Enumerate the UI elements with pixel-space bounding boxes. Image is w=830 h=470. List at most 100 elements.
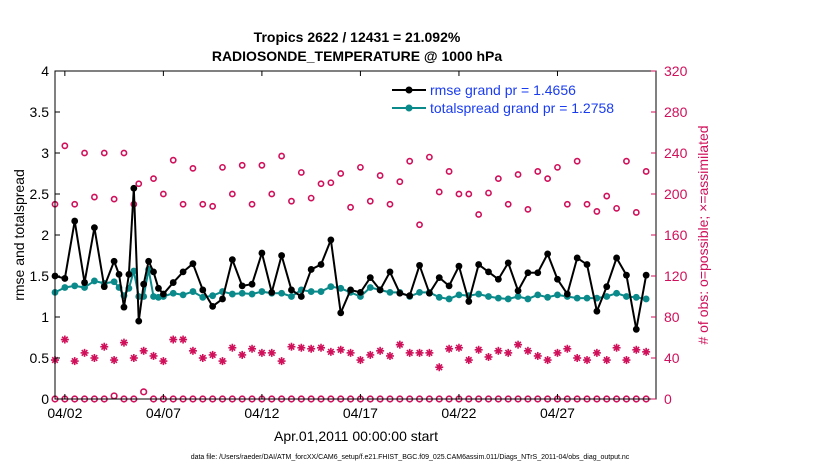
obs-assimilated-stroke — [524, 347, 532, 355]
left-y-tick-label: 3 — [41, 145, 49, 161]
rmse-point — [445, 282, 453, 290]
obs-possible-marker — [406, 157, 414, 165]
legend-spread-label: totalspread grand pr = 1.2758 — [430, 100, 614, 116]
rmse-line-segment — [517, 272, 529, 292]
obs-possible-marker — [189, 164, 197, 172]
rmse-line-segment — [300, 269, 313, 297]
totalspread-point — [81, 284, 88, 291]
rmse-point — [81, 279, 88, 286]
obs-assimilated-stroke — [110, 356, 118, 364]
rmse-line-segment — [586, 264, 598, 312]
obs-possible-marker — [179, 200, 187, 208]
obs-assimilated-marker — [267, 348, 276, 357]
rmse-line-segment — [251, 252, 263, 285]
obs-assimilated-marker — [573, 354, 582, 362]
obs-possible-marker — [396, 178, 404, 186]
rmse-line-segment — [270, 255, 283, 293]
legend-rmse-label: rmse grand pr = 1.4656 — [430, 82, 576, 98]
obs-possible-marker — [209, 202, 217, 210]
right-y-tick-label: 280 — [664, 104, 688, 120]
rmse-line-segment — [339, 289, 352, 314]
obs-assimilated-marker — [297, 343, 306, 352]
rmse-line-segment — [73, 220, 86, 283]
obs-assimilated-marker — [602, 356, 611, 365]
totalspread-point — [91, 277, 98, 285]
obs-assimilated-marker — [376, 346, 385, 355]
obs-assimilated-stroke — [376, 347, 384, 355]
obs-possible-marker — [159, 190, 167, 198]
totalspread-point — [623, 293, 630, 300]
obs-assimilated-stroke — [613, 344, 620, 352]
obs-assimilated-marker — [642, 347, 651, 356]
rmse-point — [366, 274, 374, 282]
obs-assimilated-stroke — [189, 347, 197, 355]
obs-assimilated-marker — [208, 350, 217, 359]
totalspread-point — [110, 278, 118, 286]
rmse-point — [632, 325, 640, 333]
totalspread-point — [494, 294, 502, 302]
rmse-line-segment — [448, 265, 460, 287]
totalspread-point — [632, 293, 640, 301]
rmse-line-segment — [63, 220, 76, 279]
totalspread-point — [199, 293, 207, 301]
rmse-line-segment — [507, 262, 520, 292]
rmse-line-segment — [118, 274, 125, 308]
obs-assimilated-stroke — [504, 349, 512, 357]
rmse-line-segment — [625, 275, 638, 330]
obs-possible-marker — [248, 200, 256, 208]
rmse-line-segment — [231, 259, 244, 287]
obs-assimilated-marker — [494, 346, 503, 355]
totalspread-point — [642, 295, 650, 303]
obs-possible-marker — [435, 188, 443, 196]
left-y-tick-label: 3.5 — [30, 104, 50, 120]
right-y-tick-label: 80 — [664, 309, 680, 325]
rmse-line-segment — [329, 239, 342, 314]
obs-assimilated-marker — [326, 347, 335, 356]
obs-assimilated-marker — [179, 335, 188, 344]
totalspread-point — [288, 293, 295, 300]
obs-assimilated-stroke — [406, 349, 414, 357]
obs-assimilated-stroke — [120, 339, 128, 346]
obs-assimilated-stroke — [514, 341, 522, 349]
obs-possible-marker — [238, 161, 246, 169]
obs-assimilated-stroke — [248, 345, 256, 353]
obs-assimilated-stroke — [475, 346, 483, 354]
x-tick-label: 04/07 — [146, 405, 181, 421]
obs-assimilated-marker — [129, 354, 138, 362]
obs-assimilated-marker — [248, 344, 257, 353]
totalspread-point — [386, 289, 394, 296]
obs-assimilated-marker — [366, 350, 375, 359]
obs-possible-marker — [514, 171, 522, 178]
obs-assimilated-stroke — [71, 357, 79, 365]
totalspread-point — [327, 283, 335, 291]
rmse-point — [416, 261, 423, 269]
obs-possible-marker — [61, 142, 69, 150]
obs-possible-marker — [603, 192, 611, 200]
rmse-point — [475, 261, 483, 268]
rmse-point — [140, 280, 148, 288]
obs-assimilated-marker — [543, 356, 552, 365]
right-y-axis-label: # of obs: o=possible; ×=assimilated — [695, 125, 711, 344]
totalspread-point — [475, 290, 483, 298]
totalspread-point — [416, 289, 423, 296]
obs-assimilated-stroke — [632, 346, 640, 354]
rmse-line-segment — [122, 274, 130, 308]
obs-possible-marker — [81, 149, 88, 157]
obs-assimilated-stroke — [544, 356, 551, 364]
rmse-point — [199, 286, 207, 294]
obs-assimilated-stroke — [366, 351, 374, 359]
obs-possible-marker — [258, 161, 266, 169]
obs-assimilated-stroke — [603, 356, 611, 364]
obs-assimilated-marker — [553, 348, 562, 357]
obs-assimilated-stroke — [258, 349, 266, 357]
obs-assimilated-stroke — [642, 348, 650, 356]
obs-assimilated-stroke — [228, 344, 236, 352]
totalspread-point — [524, 295, 532, 303]
rmse-point — [219, 295, 226, 303]
totalspread-point — [534, 291, 542, 299]
totalspread-point — [248, 290, 256, 298]
rmse-point — [150, 268, 157, 276]
obs-possible-marker — [386, 200, 394, 208]
rmse-line-segment — [379, 271, 391, 291]
left-y-tick-label: 2.5 — [30, 186, 50, 202]
